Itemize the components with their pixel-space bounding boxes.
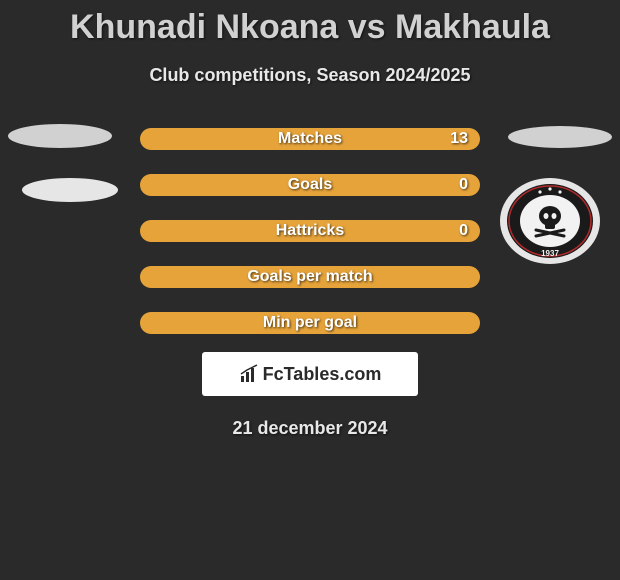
- stat-label: Goals: [288, 176, 332, 194]
- stat-value: 0: [459, 222, 468, 240]
- stat-row-matches: Matches 13: [140, 128, 480, 150]
- comparison-title: Khunadi Nkoana vs Makhaula: [0, 0, 620, 47]
- comparison-date: 21 december 2024: [0, 418, 620, 439]
- stat-row-hattricks: Hattricks 0: [140, 220, 480, 242]
- stat-value: 13: [450, 130, 468, 148]
- stat-label: Matches: [278, 130, 342, 148]
- stat-label: Hattricks: [276, 222, 344, 240]
- comparison-subtitle: Club competitions, Season 2024/2025: [0, 65, 620, 86]
- stat-label: Goals per match: [247, 268, 372, 286]
- stat-row-min-per-goal: Min per goal: [140, 312, 480, 334]
- brand-text: FcTables.com: [263, 364, 382, 385]
- chart-icon: [239, 364, 259, 384]
- stat-label: Min per goal: [263, 314, 357, 332]
- left-player-placeholder-2: [22, 178, 118, 202]
- left-player-placeholder-1: [8, 124, 112, 148]
- stat-row-goals-per-match: Goals per match: [140, 266, 480, 288]
- pirates-badge-icon: 1937: [500, 178, 600, 264]
- right-player-placeholder: [508, 126, 612, 148]
- stat-row-goals: Goals 0: [140, 174, 480, 196]
- badge-year: 1937: [541, 249, 559, 258]
- brand-logo[interactable]: FcTables.com: [202, 352, 418, 396]
- club-badge: 1937: [500, 178, 600, 264]
- stat-value: 0: [459, 176, 468, 194]
